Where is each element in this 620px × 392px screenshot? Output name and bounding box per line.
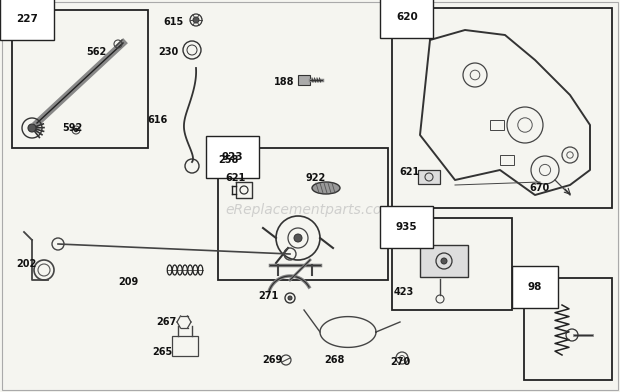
Text: 592: 592 (62, 123, 82, 133)
Text: 621: 621 (400, 167, 420, 177)
Ellipse shape (312, 182, 340, 194)
Circle shape (28, 124, 36, 132)
Circle shape (193, 17, 199, 23)
Text: eReplacementparts.com: eReplacementparts.com (225, 203, 395, 217)
Text: 922: 922 (306, 173, 326, 183)
Text: 615: 615 (164, 17, 184, 27)
Bar (490, 120, 504, 130)
Text: 209: 209 (118, 277, 138, 287)
Circle shape (441, 258, 447, 264)
Text: 935: 935 (396, 222, 418, 232)
Bar (418, 170, 440, 184)
Text: 923: 923 (222, 152, 244, 162)
Text: 202: 202 (16, 259, 36, 269)
Circle shape (74, 129, 78, 131)
Text: 265: 265 (152, 347, 172, 357)
Text: 670: 670 (530, 183, 550, 193)
Bar (298, 75, 310, 85)
Text: 267: 267 (156, 317, 176, 327)
Text: 258: 258 (218, 155, 238, 165)
Text: 269: 269 (262, 355, 282, 365)
Bar (12, 10, 148, 148)
Text: 562: 562 (86, 47, 106, 57)
Text: 616: 616 (148, 115, 168, 125)
Bar (392, 8, 612, 208)
Text: 270: 270 (390, 357, 410, 367)
Text: 620: 620 (396, 12, 418, 22)
Bar (500, 155, 514, 165)
Bar (420, 245, 468, 277)
Text: 230: 230 (158, 47, 178, 57)
Text: 423: 423 (394, 287, 414, 297)
Text: 98: 98 (528, 282, 542, 292)
Text: 268: 268 (324, 355, 344, 365)
Text: 227: 227 (16, 14, 38, 24)
Circle shape (288, 296, 292, 300)
Bar (392, 218, 512, 310)
Bar (172, 336, 198, 356)
Circle shape (294, 234, 302, 242)
Text: 621: 621 (226, 173, 246, 183)
Bar (218, 148, 388, 280)
Text: 188: 188 (274, 77, 294, 87)
Text: 271: 271 (258, 291, 278, 301)
Bar (524, 278, 612, 380)
